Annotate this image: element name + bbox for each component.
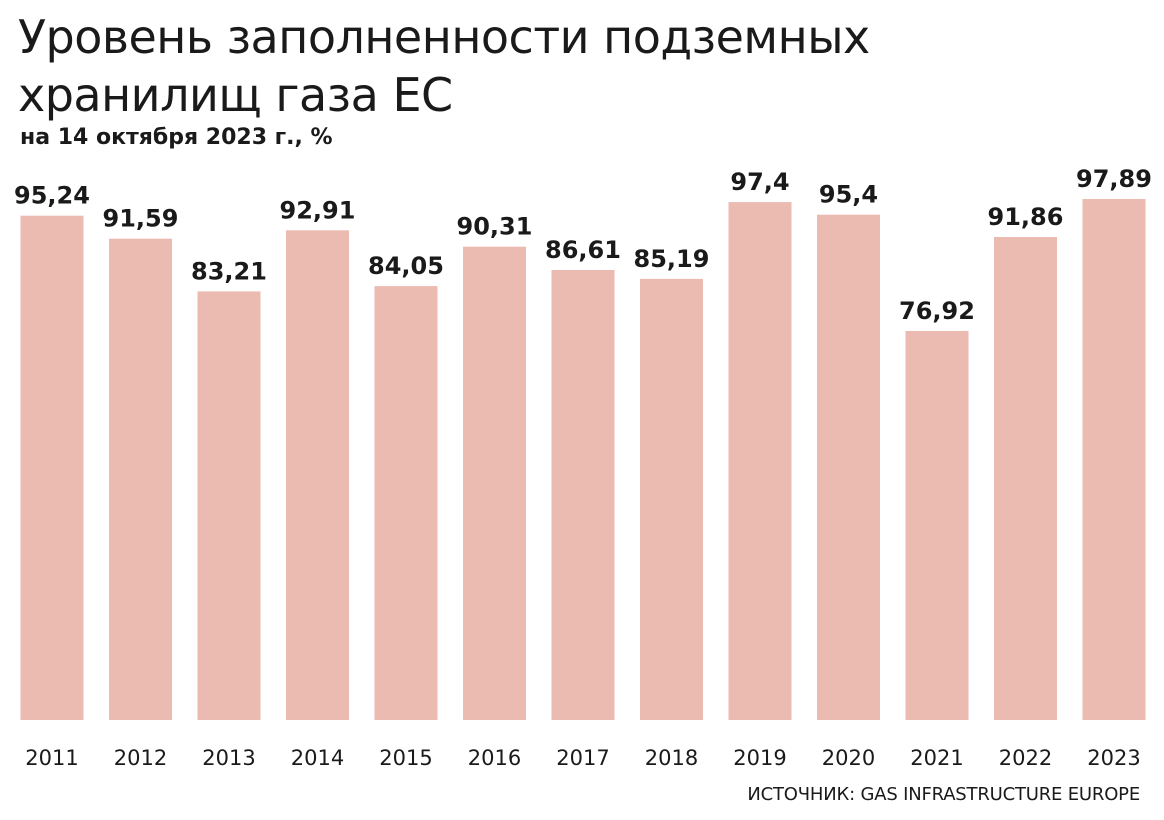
x-tick-label-2012: 2012 <box>114 746 167 770</box>
x-tick-label-2016: 2016 <box>468 746 521 770</box>
value-label-2023: 97,89 <box>1076 165 1152 193</box>
bar-2017 <box>551 270 615 720</box>
x-tick-label-2020: 2020 <box>822 746 875 770</box>
value-label-2012: 91,59 <box>103 205 179 233</box>
bar-2013 <box>197 291 261 720</box>
x-tick-label-2022: 2022 <box>999 746 1052 770</box>
value-label-2022: 91,86 <box>988 203 1064 231</box>
bar-2019 <box>728 202 792 721</box>
x-tick-label-2013: 2013 <box>202 746 255 770</box>
bar-2023 <box>1082 199 1146 720</box>
bar-2014 <box>286 230 349 721</box>
value-label-2019: 97,4 <box>730 168 789 196</box>
x-tick-label-2011: 2011 <box>25 746 78 770</box>
value-label-2021: 76,92 <box>899 297 975 325</box>
value-label-2017: 86,61 <box>545 236 621 264</box>
x-tick-label-2019: 2019 <box>733 746 786 770</box>
value-label-2018: 85,19 <box>634 245 710 273</box>
value-label-2013: 83,21 <box>191 257 267 285</box>
value-label-2014: 92,91 <box>280 196 356 224</box>
value-label-2016: 90,31 <box>457 213 533 241</box>
bar-2015 <box>374 286 438 720</box>
x-tick-label-2015: 2015 <box>379 746 432 770</box>
bar-2020 <box>817 214 880 720</box>
bar-2022 <box>994 237 1057 720</box>
x-tick-label-2014: 2014 <box>291 746 344 770</box>
bar-2016 <box>463 246 526 720</box>
x-tick-label-2018: 2018 <box>645 746 698 770</box>
value-label-2011: 95,24 <box>14 182 90 210</box>
value-label-2020: 95,4 <box>819 181 878 209</box>
value-label-2015: 84,05 <box>368 252 444 280</box>
bar-2021 <box>905 331 969 720</box>
x-tick-label-2017: 2017 <box>556 746 609 770</box>
bar-2011 <box>20 215 84 720</box>
bar-2018 <box>640 278 703 720</box>
chart-title: Уровень заполненности подземных хранилищ… <box>18 10 870 122</box>
x-tick-label-2021: 2021 <box>910 746 963 770</box>
x-tick-label-2023: 2023 <box>1087 746 1140 770</box>
chart-subtitle: на 14 октября 2023 г., % <box>20 125 333 150</box>
source-note: ИСТОЧНИК: GAS INFRASTRUCTURE EUROPE <box>747 784 1140 805</box>
bar-2012 <box>109 238 172 720</box>
